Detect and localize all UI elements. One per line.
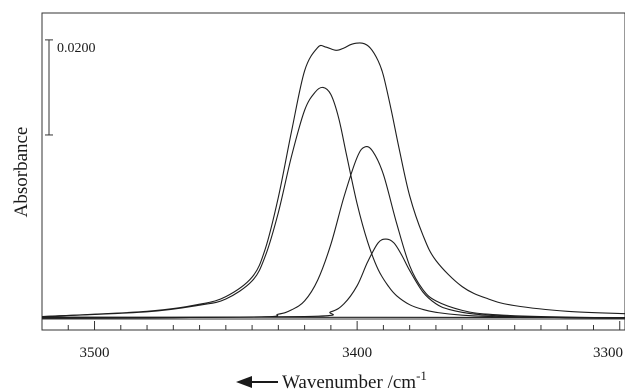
x-axis-unit-exp: -1 xyxy=(416,368,427,383)
x-axis-title: Wavenumber /cm-1 xyxy=(236,368,427,392)
direction-arrow-icon xyxy=(236,376,252,388)
scale-bar-label: 0.0200 xyxy=(57,41,96,56)
x-tick-label: 3400 xyxy=(342,345,372,361)
series-component-2 xyxy=(41,145,625,319)
plot-frame xyxy=(41,12,625,331)
series-component-1 xyxy=(41,86,625,319)
x-tick-labels: 3500 3400 3300 xyxy=(80,345,623,361)
spectrum-series xyxy=(41,42,625,319)
scale-bar: 0.0200 xyxy=(45,39,96,136)
x-axis-label: Wavenumber xyxy=(282,372,383,392)
x-axis-unit-base: /cm xyxy=(388,372,417,392)
series-envelope xyxy=(41,42,625,318)
y-axis-title: Absorbance xyxy=(11,127,32,218)
minor-ticks xyxy=(41,325,594,330)
x-tick-label: 3300 xyxy=(593,345,623,361)
x-tick-label: 3500 xyxy=(80,345,110,361)
series-component-3 xyxy=(41,238,625,319)
x-axis-title-text: Wavenumber /cm-1 xyxy=(282,368,427,392)
major-ticks xyxy=(94,321,621,330)
